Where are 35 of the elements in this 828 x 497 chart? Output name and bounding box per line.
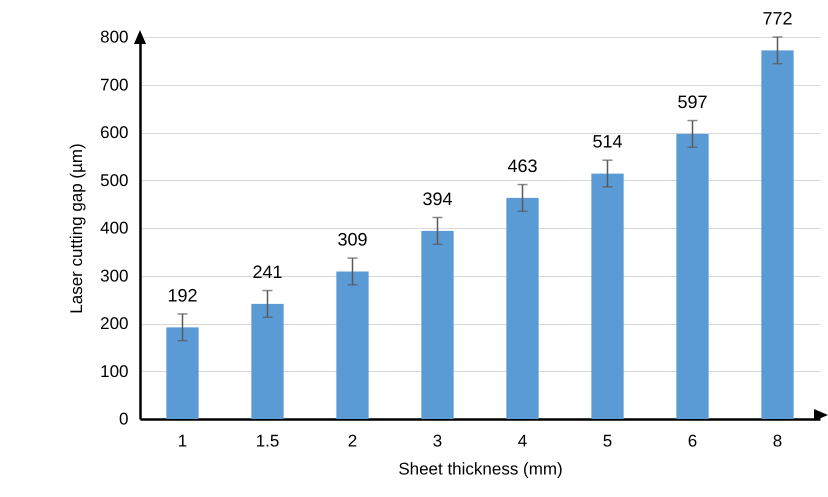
- x-tick-label: 8: [772, 432, 782, 450]
- data-label: 772: [762, 8, 793, 28]
- y-tick-label: 700: [100, 75, 128, 94]
- y-tick-label: 500: [100, 170, 128, 190]
- y-tick-label: 600: [100, 123, 128, 142]
- data-label: 192: [167, 285, 198, 306]
- x-tick-label: 1.5: [256, 432, 280, 450]
- y-tick-label: 100: [100, 362, 128, 381]
- x-tick-label: 3: [432, 432, 442, 450]
- x-tick-label: 6: [688, 432, 698, 450]
- y-tick-label: 0: [119, 410, 128, 428]
- x-tick-label: 5: [602, 432, 612, 450]
- bar: [166, 327, 199, 419]
- data-label: 463: [507, 156, 538, 176]
- y-tick-label: 200: [100, 314, 128, 333]
- bar: [676, 134, 709, 419]
- data-label: 241: [252, 262, 283, 282]
- x-tick-label: 2: [348, 432, 358, 450]
- y-tick-label: 800: [100, 28, 128, 46]
- bar: [506, 198, 539, 419]
- data-label: 597: [677, 92, 708, 112]
- x-axis-title: Sheet thickness (mm): [398, 460, 563, 478]
- bar: [591, 174, 624, 419]
- y-tick-label: 400: [100, 218, 128, 238]
- bar: [761, 50, 794, 419]
- data-label: 394: [422, 188, 453, 209]
- bar: [251, 304, 284, 419]
- bar: [421, 230, 454, 419]
- x-tick-label: 1: [178, 432, 188, 450]
- data-label: 514: [592, 132, 623, 152]
- y-axis-title: Laser cutting gap (µm): [67, 143, 86, 314]
- x-tick-label: 4: [518, 432, 528, 450]
- bar: [336, 271, 369, 419]
- y-tick-label: 300: [100, 266, 128, 286]
- data-label: 309: [337, 229, 368, 250]
